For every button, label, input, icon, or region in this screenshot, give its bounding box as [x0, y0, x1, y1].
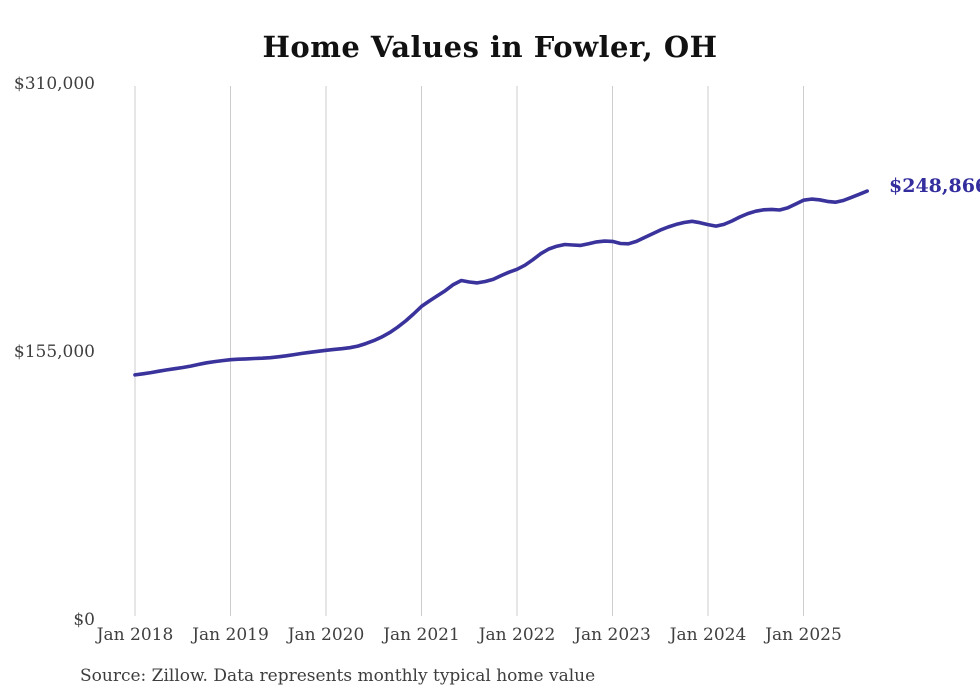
x-tick-label: Jan 2021 — [383, 625, 460, 645]
x-tick-label: Jan 2022 — [478, 625, 556, 645]
x-tick-label: Jan 2023 — [574, 625, 651, 645]
home-value-line — [133, 189, 870, 377]
x-tick-label: Jan 2024 — [669, 625, 747, 645]
x-tick-label: Jan 2025 — [765, 625, 842, 645]
x-tick-label: Jan 2020 — [287, 625, 365, 645]
y-tick-label: $310,000 — [13, 74, 95, 94]
y-tick-label: $155,000 — [13, 342, 95, 362]
chart-title: Home Values in Fowler, OH — [262, 30, 718, 64]
y-tick-label: $0 — [73, 610, 95, 630]
latest-value-label: $248,866 — [889, 175, 980, 197]
source-note: Source: Zillow. Data represents monthly … — [80, 666, 596, 686]
x-tick-label: Jan 2018 — [96, 625, 174, 645]
x-tick-label: Jan 2019 — [192, 625, 269, 645]
